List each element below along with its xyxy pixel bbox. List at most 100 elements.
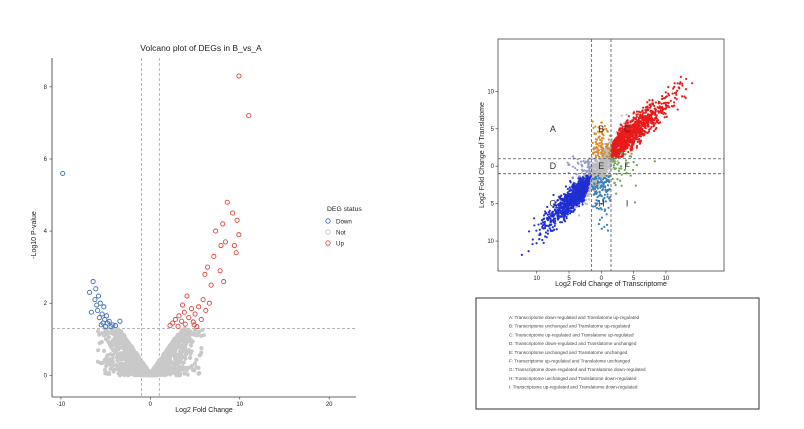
volcano-up-point xyxy=(211,253,217,259)
quadrant-f-point xyxy=(620,184,623,187)
quadrant-up-point xyxy=(640,114,644,117)
quadrant-unchanged-point xyxy=(597,171,600,174)
quadrant-b-point xyxy=(599,138,602,141)
quadrant-down-point xyxy=(552,193,555,197)
quadrant-up-point xyxy=(613,147,616,150)
quadrant-h-point xyxy=(595,191,598,194)
quadrant-down-point xyxy=(577,197,581,201)
volcano-not-point xyxy=(131,348,136,353)
volcano-not-point xyxy=(144,366,149,371)
quadrant-h-point xyxy=(593,192,596,196)
quadrant-h-point xyxy=(594,185,597,188)
quadrant-up-point xyxy=(653,112,656,115)
quadrant-down-point xyxy=(556,199,559,202)
legend-title: DEG status xyxy=(327,206,362,213)
quadrant-up-point xyxy=(621,136,624,139)
volcano-x-tick-label: 10 xyxy=(236,402,243,408)
volcano-up-point xyxy=(170,320,176,326)
quadrant-up-point xyxy=(685,77,688,80)
quadrant-up-point xyxy=(652,119,655,122)
quadrant-down-point xyxy=(576,183,579,186)
quadrant-b-point xyxy=(594,141,598,144)
quadrant-up-point xyxy=(649,103,652,106)
volcano-not-point xyxy=(179,343,185,348)
quadrant-down-point xyxy=(527,230,531,233)
quadrant-down-point xyxy=(557,211,560,214)
quadrant-down-point xyxy=(520,253,523,256)
quadrant-y-tick-label: 5 xyxy=(491,127,495,133)
quadrant-down-point xyxy=(566,208,569,211)
volcano-up-point xyxy=(213,228,219,234)
quadrant-letter-f: F xyxy=(624,161,630,171)
volcano-not-point xyxy=(165,362,170,367)
quadrant-f-point xyxy=(611,177,614,181)
volcano-not-point xyxy=(196,330,201,335)
quadrant-up-point xyxy=(620,124,623,127)
quadrant-b-point xyxy=(606,155,609,159)
volcano-up-point xyxy=(246,113,252,119)
volcano-down-point xyxy=(101,304,107,310)
volcano-up-point xyxy=(208,282,214,288)
volcano-not-point xyxy=(108,366,113,372)
volcano-up-point xyxy=(175,323,181,329)
quadrant-up-point xyxy=(625,145,628,148)
volcano-up-point xyxy=(181,309,187,315)
quadrant-f-point xyxy=(617,169,620,172)
quadrant-down-point xyxy=(581,201,584,204)
volcano-x-ticks: -10 0 10 20 xyxy=(57,397,333,408)
volcano-up-point xyxy=(167,323,173,329)
volcano-up-point xyxy=(231,242,237,249)
volcano-not-point xyxy=(110,356,115,361)
quadrant-unchanged-point xyxy=(585,203,589,206)
volcano-up-point xyxy=(217,268,223,274)
quadrant-down-point xyxy=(531,238,534,241)
quadrant-up-point xyxy=(642,134,645,137)
quadrant-h-point xyxy=(600,216,603,219)
quadrant-down-point xyxy=(546,205,549,209)
quadrant-up-point xyxy=(622,142,626,145)
quadrant-down-point xyxy=(535,229,538,232)
volcano-up-point xyxy=(198,316,204,323)
volcano-not-point xyxy=(126,345,132,350)
volcano-up-point xyxy=(222,239,229,245)
quadrant-up-point xyxy=(676,108,679,111)
quadrant-y-tick-label: 0 xyxy=(491,164,495,170)
quadrant-down-point xyxy=(560,205,563,209)
volcano-up-point xyxy=(200,297,206,303)
quadrant-down-point xyxy=(568,212,572,215)
quadrant-up-point xyxy=(653,107,656,110)
volcano-not-point xyxy=(106,339,111,344)
quadrant-h-point xyxy=(598,191,601,194)
quadrant-f-point xyxy=(635,164,638,167)
quadrant-up-point xyxy=(646,131,649,134)
description-line: G: Transcriptome down-regulated and Tran… xyxy=(509,367,646,372)
quadrant-down-point xyxy=(566,191,569,194)
volcano-not-point xyxy=(200,327,205,333)
quadrant-down-point xyxy=(581,179,584,182)
quadrant-unchanged-point xyxy=(608,171,611,174)
description-line: H: Transcriptome unchanged and Translato… xyxy=(509,376,637,381)
volcano-not-point xyxy=(111,369,116,374)
quadrant-up-point xyxy=(639,141,642,144)
quadrant-down-point xyxy=(575,204,579,207)
quadrant-up-point xyxy=(642,106,645,109)
quadrant-d-point xyxy=(586,166,589,169)
quadrant-down-point xyxy=(546,232,550,235)
volcano-not-point xyxy=(185,372,190,377)
quadrant-up-point xyxy=(618,129,621,132)
quadrant-down-point xyxy=(587,176,590,180)
volcano-not-point xyxy=(135,355,140,360)
quadrant-down-point xyxy=(585,174,588,177)
quadrant-down-point xyxy=(572,189,575,192)
quadrant-down-point xyxy=(546,213,549,216)
quadrant-down-point xyxy=(573,208,576,211)
quadrant-down-point xyxy=(552,217,556,220)
quadrant-b-point xyxy=(596,150,599,153)
quadrant-unchanged-point xyxy=(584,202,587,205)
quadrant-up-point xyxy=(654,127,657,131)
quadrant-d-point xyxy=(585,169,588,173)
quadrant-d-point xyxy=(577,162,580,165)
quadrant-down-point xyxy=(562,218,566,221)
volcano-not-point xyxy=(124,358,129,363)
quadrant-h-point xyxy=(600,227,603,230)
